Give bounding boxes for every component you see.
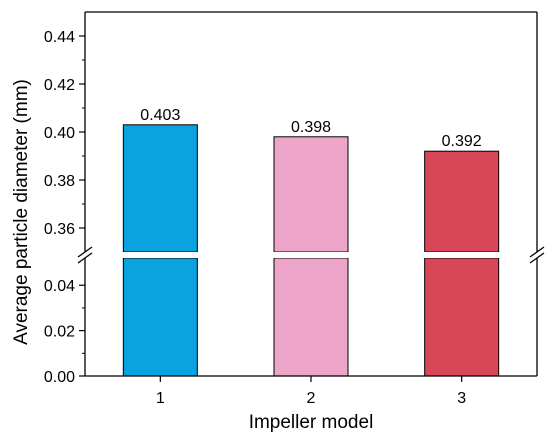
x-axis-title: Impeller model: [249, 412, 374, 433]
y-tick-label-upper-2: 0.40: [44, 125, 75, 142]
bar-1-lower: [122, 257, 198, 377]
data-label-1: 0.403: [140, 107, 180, 124]
bar-1-upper: [122, 124, 198, 253]
data-label-2: 0.398: [291, 119, 331, 136]
axis-break-gap: [73, 252, 549, 258]
bar-2-lower: [273, 257, 349, 377]
y-axis-title: Average particle diameter (mm): [11, 79, 32, 345]
data-label-3: 0.392: [442, 133, 482, 150]
y-tick-label-lower-1: 0.02: [44, 324, 75, 341]
x-tick-label-3: 3: [457, 390, 466, 407]
x-tick-label-1: 1: [156, 390, 165, 407]
y-tick-label-upper-1: 0.38: [44, 173, 75, 190]
break-mark-left-upper: [77, 246, 93, 258]
bar-2-upper: [273, 136, 349, 253]
y-tick-label-lower-2: 0.04: [44, 278, 75, 295]
bar-3-lower: [424, 257, 500, 377]
bars-layer: [122, 124, 500, 377]
break-mark-right-upper: [529, 246, 545, 258]
axes-layer: [73, 11, 549, 382]
x-tick-label-2: 2: [307, 390, 316, 407]
y-tick-label-lower-0: 0.00: [44, 369, 75, 386]
bar-3-upper: [424, 150, 500, 253]
y-tick-label-upper-3: 0.42: [44, 77, 75, 94]
y-tick-label-upper-0: 0.36: [44, 221, 75, 238]
break-mark-left-lower: [77, 252, 93, 264]
y-tick-label-upper-4: 0.44: [44, 29, 75, 46]
labels-layer: 0.403 1 0.398 2 0.392 3 0.00 0.02 0.04 0.36 0.38 0.…: [44, 29, 482, 407]
break-mark-right-lower: [529, 252, 545, 264]
